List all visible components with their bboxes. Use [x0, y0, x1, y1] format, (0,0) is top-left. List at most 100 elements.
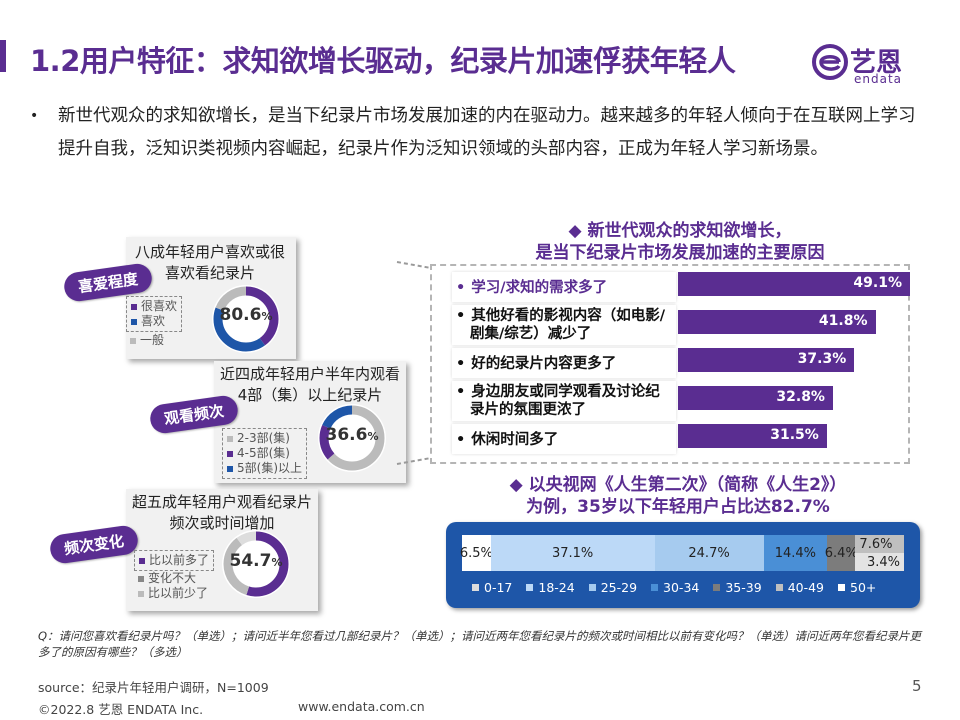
age-legend-item: 30-34: [651, 580, 699, 595]
reason-label: • 好的纪录片内容更多了: [456, 355, 670, 373]
donut-value-frequency-change: 54.7%: [220, 551, 292, 571]
age-title: ◆ 以央视网《人生第二次》（简称《人生2》） 为例，35岁以下年轻用户占比达82…: [458, 474, 898, 518]
legend-swatch: [472, 584, 479, 591]
reason-bar-value: 41.8%: [818, 313, 868, 329]
legend-label: 变化不大: [148, 571, 197, 585]
website-link[interactable]: www.endata.com.cn: [298, 699, 425, 714]
legend-item: 一般: [130, 333, 164, 348]
donut-unit: %: [271, 556, 283, 569]
reason-bar-value: 37.3%: [797, 351, 847, 367]
age-legend-label: 50+: [850, 580, 877, 595]
legend-swatch: [713, 584, 721, 591]
slide-title: 1.2用户特征：求知欲增长驱动，纪录片加速俘获年轻人: [30, 44, 736, 78]
reasons-title-line1: ◆ 新世代观众的求知欲增长，: [568, 221, 792, 241]
reason-bullet: •: [456, 384, 466, 400]
reason-bullet: •: [456, 356, 466, 372]
source-note: source：纪录片年轻用户调研，N=1009: [38, 680, 269, 695]
legend-label: 2-3部(集): [237, 431, 290, 445]
legend-swatch: [775, 584, 783, 591]
donut-segment: [223, 531, 289, 597]
legend-label: 很喜欢: [141, 299, 178, 313]
logo-text-cn: 艺恩: [850, 48, 903, 78]
reason-text: 身边朋友或同学观看及讨论纪录片的氛围更浓了: [470, 384, 660, 418]
reason-text: 好的纪录片内容更多了: [471, 356, 617, 372]
legend-item: 比以前多了: [139, 553, 209, 568]
legend-swatch: [526, 584, 534, 591]
intro-bullet: •: [30, 108, 39, 124]
reason-text: 其他好看的影视内容（如电影/剧集/综艺）减少了: [470, 308, 666, 342]
age-legend-label: 30-34: [663, 580, 700, 595]
legend-swatch: [651, 584, 659, 591]
legend-frequency-change: 比以前多了: [134, 550, 215, 571]
legend-swatch: [130, 337, 136, 344]
age-segment-40-49: 7.6%: [855, 535, 904, 553]
donut-unit: %: [261, 310, 273, 323]
reason-bullet: •: [456, 432, 466, 448]
age-segment-label: 14.4%: [774, 545, 817, 561]
age-segment-50+: 3.4%: [855, 553, 904, 571]
age-legend-item: 18-24: [526, 580, 575, 595]
age-title-line2: 为例，35岁以下年轻用户占比达82.7%: [526, 497, 830, 517]
reason-bar-value: 32.8%: [776, 389, 825, 405]
legend-label: 一般: [140, 333, 165, 347]
legend-item: 2-3部(集): [227, 431, 302, 446]
age-legend-item: 40-49: [775, 580, 825, 595]
reason-bar: [678, 424, 827, 448]
reason-bar: [678, 272, 910, 296]
age-legend-label: 0-17: [484, 580, 513, 595]
legend-item: 5部(集)以上: [227, 461, 302, 476]
legend-swatch: [227, 450, 233, 457]
reason-text: 学习/求知的需求多了: [471, 280, 608, 296]
reason-label: • 休闲时间多了: [456, 431, 670, 449]
legend-frequency-change-extra: 变化不大 比以前少了: [134, 569, 212, 603]
legend-label: 比以前少了: [148, 586, 209, 600]
reason-row: [452, 381, 676, 421]
reason-bar: [678, 386, 833, 410]
age-legend-item: 35-39: [713, 580, 762, 595]
legend-item: 比以前少了: [138, 586, 208, 601]
legend-item: 4-5部(集): [227, 446, 302, 461]
card-like-level-title: 八成年轻用户喜欢或很喜欢看纪录片: [134, 243, 285, 282]
question-footnote: Q：请问您喜欢看纪录片吗？（单选）；请问近半年您看过几部纪录片？（单选）；请问近…: [38, 629, 922, 659]
age-segment-label: 3.4%: [866, 554, 900, 570]
donut-value-like-level: 80.6%: [210, 305, 282, 325]
intro-paragraph: 新世代观众的求知欲增长，是当下纪录片市场发展加速的内在驱动力。越来越多的年轻人倾…: [58, 106, 916, 159]
legend-swatch: [227, 435, 233, 442]
reason-row: [452, 305, 676, 345]
reason-label: • 身边朋友或同学观看及讨论纪录片的氛围更浓了: [456, 383, 670, 419]
donut-chart-like-level: [212, 285, 280, 353]
reason-row: [452, 348, 676, 378]
reason-bullet: •: [456, 280, 466, 296]
legend-like-level-extra: 一般: [126, 331, 168, 350]
donut-segment: [319, 405, 385, 471]
donut-value: 36.6: [325, 425, 368, 445]
reason-label: • 学习/求知的需求多了: [456, 279, 670, 297]
endata-logo-mark-icon: [812, 44, 848, 80]
age-segment-label: 6.5%: [459, 545, 493, 561]
card-frequency-change-title: 超五成年轻用户观看纪录片频次或时间增加: [131, 493, 312, 532]
title-accent-bar: [0, 40, 6, 72]
legend-swatch: [139, 557, 145, 564]
legend-like-level: 很喜欢 喜欢: [126, 296, 183, 332]
reason-row: [452, 272, 676, 302]
age-legend-label: 40-49: [787, 580, 825, 595]
logo-text-en: endata: [854, 72, 903, 86]
copyright: ©2022.8 艺恩 ENDATA Inc.: [38, 702, 204, 717]
age-legend-label: 25-29: [600, 580, 638, 595]
age-legend-item: 0-17: [472, 580, 512, 595]
donut-chart-watch-frequency: [318, 404, 386, 472]
legend-item: 变化不大: [138, 571, 208, 586]
age-segment-label: 6.4%: [824, 545, 858, 561]
age-title-line1: ◆ 以央视网《人生第二次》（简称《人生2》）: [509, 475, 847, 495]
callout-bracket: [396, 261, 432, 465]
age-legend-label: 18-24: [538, 580, 575, 595]
reason-bar: [678, 348, 855, 372]
page-number: 5: [912, 677, 922, 695]
legend-swatch: [138, 590, 144, 597]
reason-text: 休闲时间多了: [471, 432, 559, 448]
reason-bar: [678, 310, 876, 334]
age-segment-label: 7.6%: [859, 536, 893, 552]
legend-item: 很喜欢: [131, 299, 177, 314]
age-segment-25-29: 24.7%: [654, 535, 764, 571]
donut-value-watch-frequency: 36.6%: [316, 425, 388, 445]
